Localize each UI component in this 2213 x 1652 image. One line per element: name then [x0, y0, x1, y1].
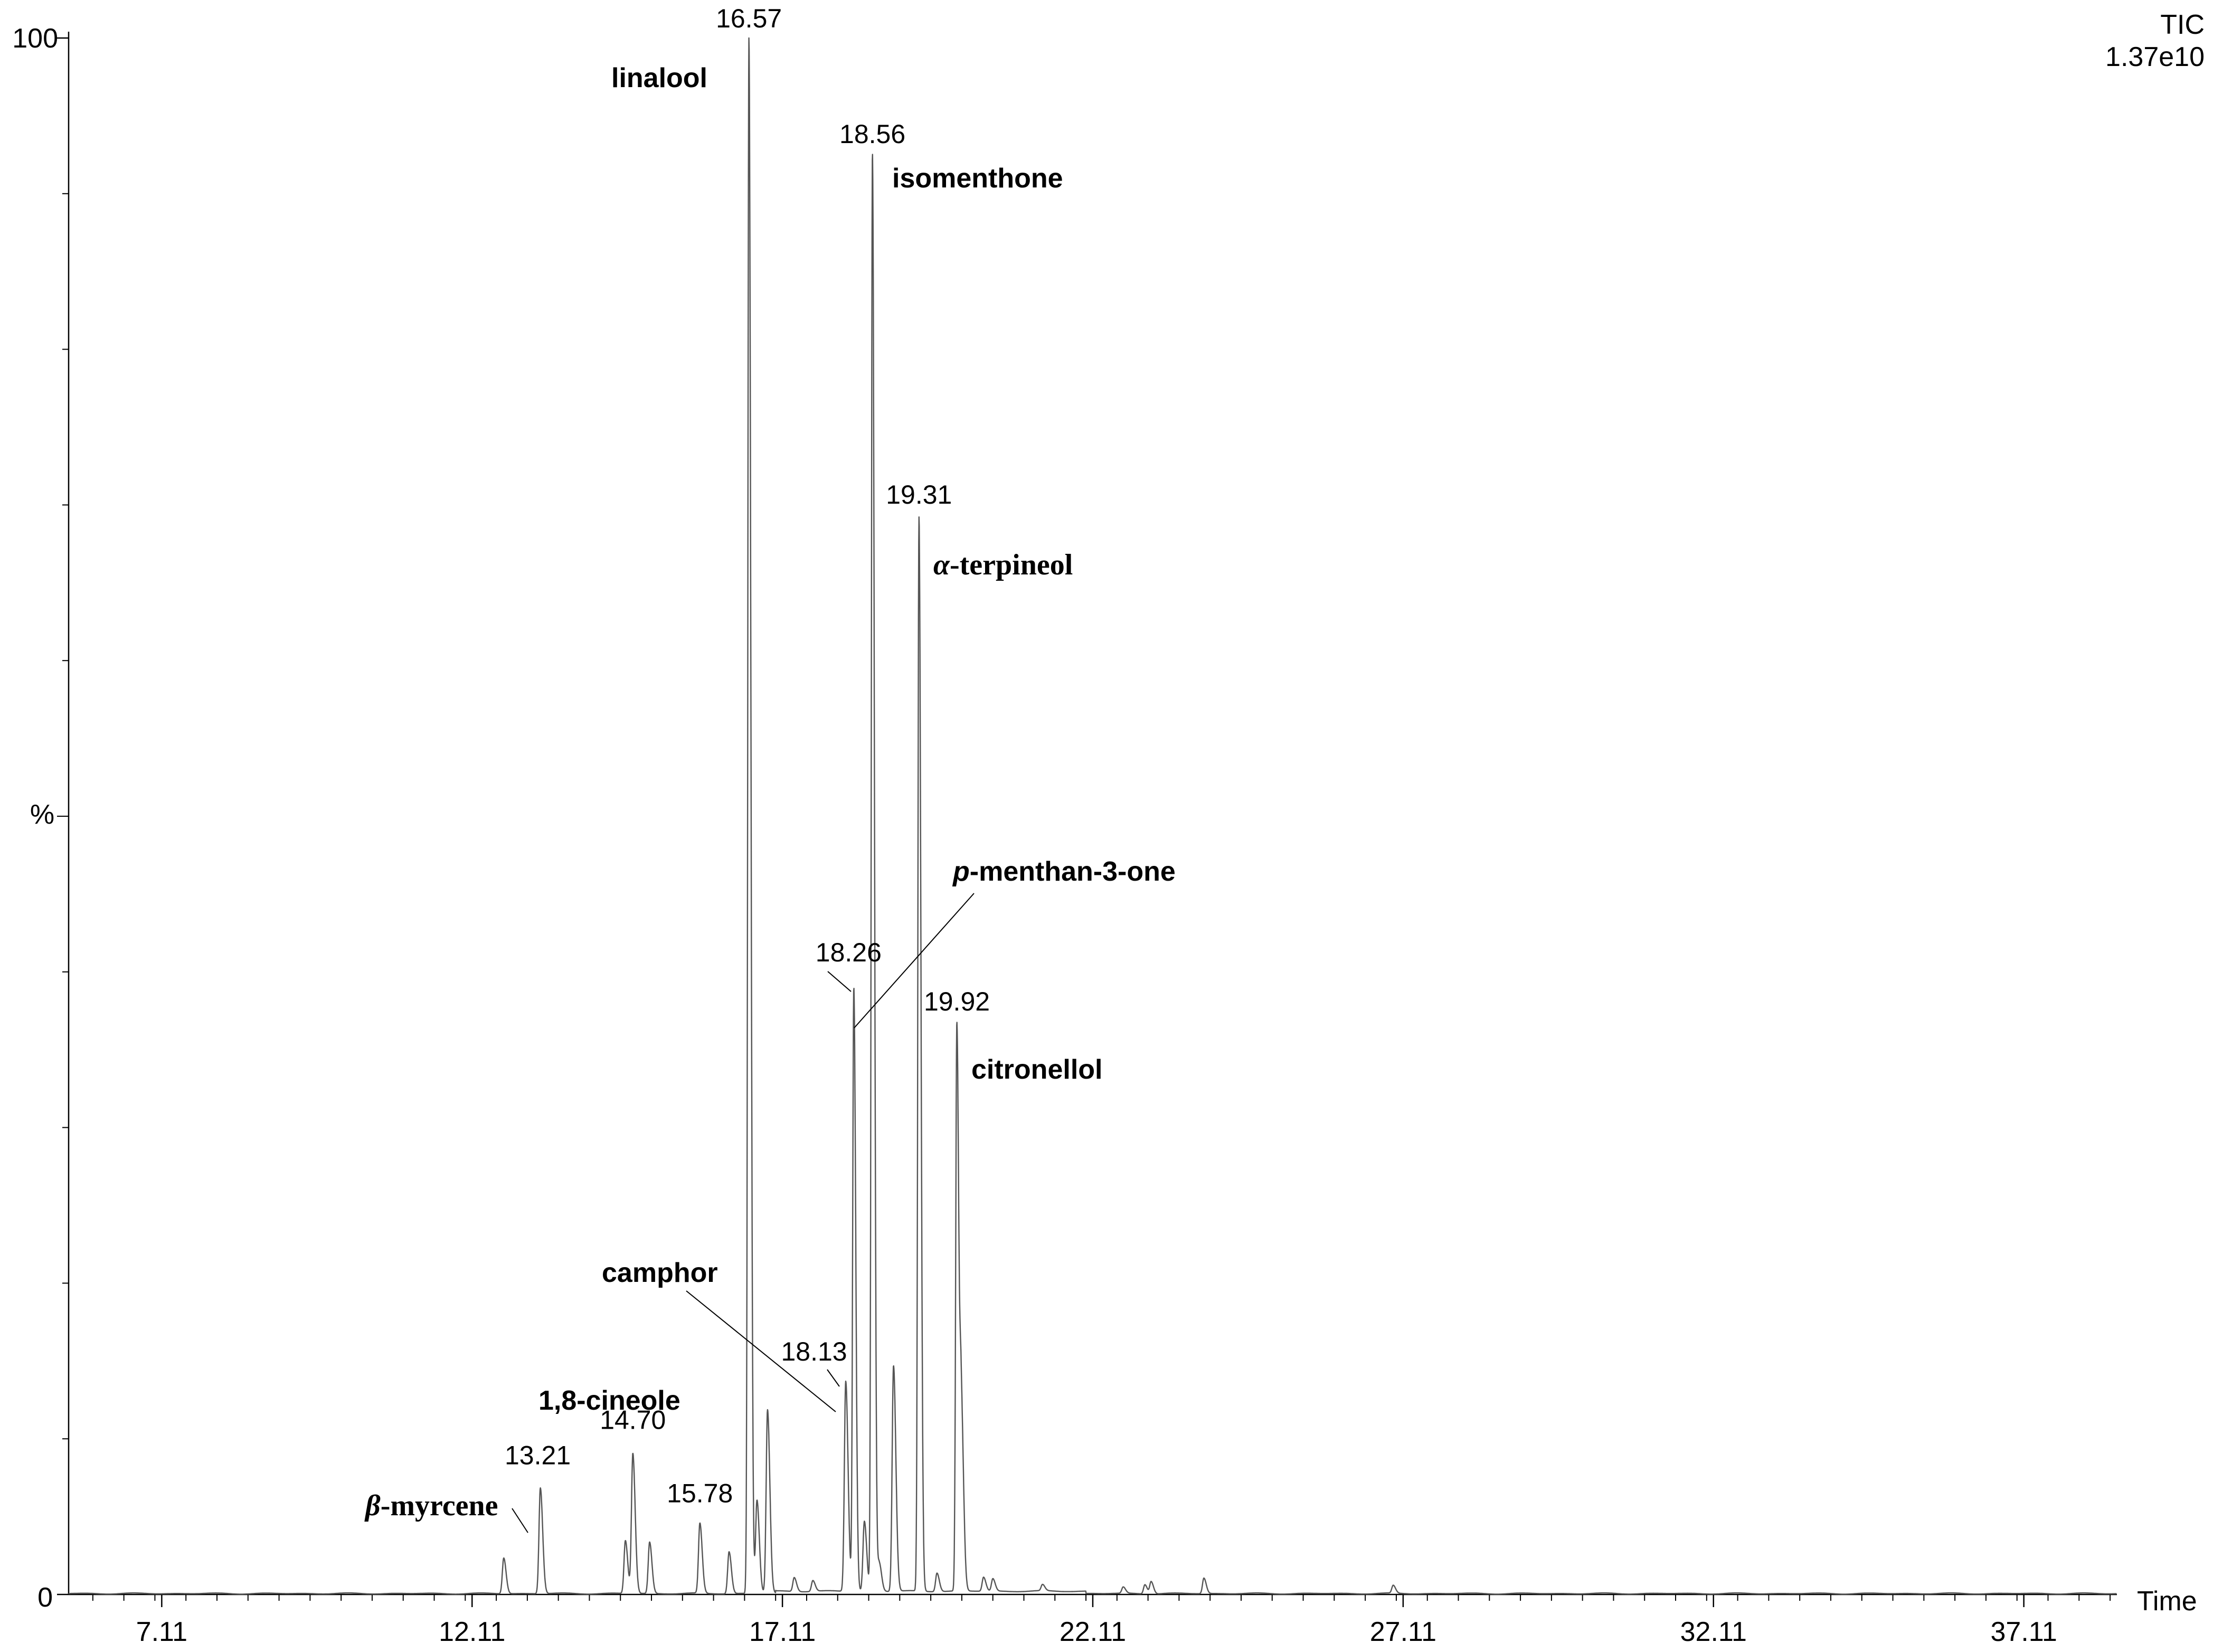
compound-alpha-terpineol-prefix: α — [933, 549, 950, 581]
x-axis-label: Time — [2137, 1586, 2197, 1617]
peak-rt-label: 18.56 — [839, 119, 905, 149]
compound-camphor: camphor — [602, 1258, 718, 1288]
peak-labels: 13.21 14.70 15.78 16.57 18.13 18.26 18.56 19.31… — [505, 4, 990, 1508]
peak-rt-label: 18.13 — [781, 1337, 847, 1366]
peak-rt-label: 19.31 — [886, 480, 952, 509]
compound-beta-myrcene-prefix: β — [364, 1489, 381, 1522]
x-tick-label: 7.11 — [136, 1617, 187, 1647]
peak-rt-label: 16.57 — [716, 4, 782, 33]
leader-1813 — [827, 1369, 840, 1387]
compound-isomenthone: isomenthone — [892, 163, 1063, 194]
x-tick-label: 12.11 — [439, 1617, 505, 1647]
x-tick-label: 27.11 — [1370, 1617, 1436, 1647]
peak-rt-label: 18.26 — [816, 938, 882, 967]
y-tick-label-0: 0 — [37, 1582, 53, 1613]
x-tick-label: 37.11 — [1990, 1617, 2057, 1647]
x-ticks: 7.11 12.11 17.11 22.11 27.11 32.11 37.11 — [92, 1594, 2111, 1647]
peak-rt-label: 19.92 — [924, 987, 990, 1016]
compound-beta-myrcene-name: -myrcene — [381, 1489, 498, 1522]
x-tick-label: 17.11 — [749, 1617, 816, 1647]
y-tick-label-100: 100 — [12, 23, 58, 54]
compound-beta-myrcene: β-myrcene — [364, 1489, 498, 1522]
peak-rt-label: 14.70 — [600, 1405, 666, 1435]
title-line-1: TIC — [2160, 10, 2205, 40]
x-tick-label: 32.11 — [1680, 1617, 1747, 1647]
peak-rt-label: 13.21 — [505, 1441, 571, 1470]
compound-alpha-terpineol-name: -terpineol — [950, 549, 1073, 581]
compound-p-menthan-3-one-name: -menthan-3-one — [970, 856, 1176, 887]
leader-myrcene — [512, 1508, 528, 1533]
leader-menthanone — [854, 893, 975, 1028]
compound-cineole: 1,8-cineole — [538, 1385, 680, 1416]
peak-rt-label: 15.78 — [667, 1478, 733, 1508]
leader-1826 — [827, 971, 852, 992]
title-line-2: 1.37e10 — [2105, 42, 2205, 72]
leader-lines — [512, 893, 975, 1533]
tic-trace — [68, 37, 2117, 1595]
compound-p-menthan-3-one-prefix: p — [952, 856, 970, 887]
leader-camphor — [686, 1290, 836, 1412]
x-tick-label: 22.11 — [1060, 1617, 1126, 1647]
compound-alpha-terpineol: α-terpineol — [933, 549, 1073, 581]
y-axis-label: % — [30, 799, 54, 830]
axes — [57, 32, 2117, 1596]
compound-citronellol: citronellol — [971, 1054, 1102, 1085]
compound-linalool: linalool — [611, 63, 707, 93]
compound-p-menthan-3-one: p-menthan-3-one — [952, 856, 1176, 887]
